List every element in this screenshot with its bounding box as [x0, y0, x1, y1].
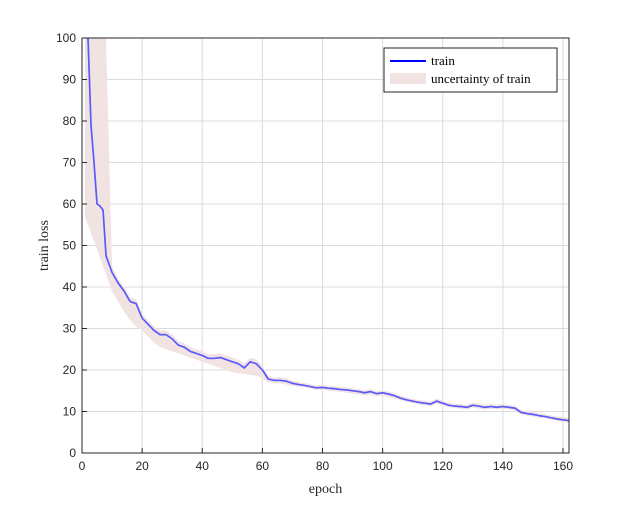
train-series-line	[87, 38, 569, 422]
y-tick-label: 100	[56, 31, 76, 45]
y-tick-label: 50	[63, 239, 77, 253]
y-tick-label: 0	[69, 446, 76, 460]
x-tick-label: 20	[135, 459, 149, 473]
legend-train-label: train	[431, 53, 455, 68]
x-tick-label: 0	[79, 459, 86, 473]
y-tick-label: 20	[63, 363, 77, 377]
y-tick-label: 80	[63, 114, 77, 128]
x-tick-label: 120	[433, 459, 453, 473]
x-tick-label: 40	[196, 459, 210, 473]
x-tick-label: 60	[256, 459, 270, 473]
legend-uncertainty-swatch	[390, 73, 426, 84]
x-tick-label: 160	[553, 459, 573, 473]
train-series-highlight	[87, 38, 569, 422]
y-tick-label: 40	[63, 280, 77, 294]
axis-ticks: 0 20 40 60 80 100 120 140 160 0 10 20 30 40 50 60 70 80 90…	[56, 31, 573, 473]
y-tick-label: 90	[63, 73, 77, 87]
y-tick-label: 70	[63, 156, 77, 170]
legend-uncertainty-label: uncertainty of train	[431, 71, 531, 86]
y-tick-label: 10	[63, 405, 77, 419]
x-tick-label: 80	[316, 459, 330, 473]
legend-box	[383, 47, 558, 93]
x-axis-label: epoch	[309, 482, 342, 497]
data-layer	[85, 38, 569, 423]
y-axis-label: train loss	[37, 220, 52, 271]
grid-lines	[81, 37, 569, 454]
y-tick-label: 60	[63, 197, 77, 211]
y-tick-label: 30	[63, 322, 77, 336]
legend: train uncertainty of train	[383, 47, 558, 93]
x-tick-label: 140	[493, 459, 513, 473]
x-tick-label: 100	[373, 459, 393, 473]
